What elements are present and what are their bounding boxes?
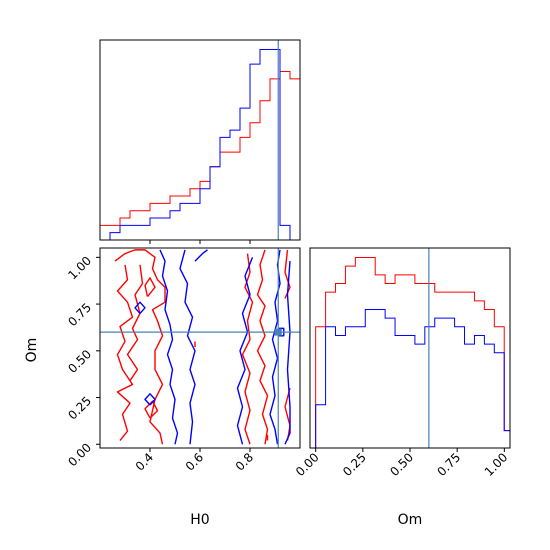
x-axis-label-h0: H0 — [190, 512, 209, 528]
x-axis-label-om: Om — [398, 512, 423, 528]
contour-series-1-path-0 — [159, 249, 179, 445]
contour-series-1-path-6 — [269, 249, 281, 445]
contour-series-0-path-2 — [126, 264, 144, 382]
contour-y-tick-label-1: 0.25 — [65, 394, 94, 423]
hist-Om-content — [315, 248, 510, 448]
contour-y-tick-label-0: 0.00 — [65, 440, 94, 469]
hist-Om-series-1-step — [315, 308, 510, 448]
contour-series-1-path-4 — [144, 393, 156, 406]
contour-series-1-path-2 — [194, 249, 208, 262]
contour-H0-Om-frame — [99, 247, 301, 449]
histogram-panel-om: 0.00 0.25 0.50 0.75 1.00 — [293, 247, 511, 479]
contour-series-0-path-6 — [256, 249, 269, 445]
contour-series-0-path-5 — [241, 253, 254, 445]
contour-H0-Om-content — [100, 248, 300, 448]
y-axis-label-om: Om — [24, 338, 40, 363]
contour-y-tick-label-2: 0.50 — [65, 347, 94, 376]
hist-Om-frame — [309, 247, 511, 449]
contour-H0-Om-x-tick-label-2: 0.8 — [233, 450, 256, 473]
hist-Om-series-0-step — [315, 257, 510, 448]
hist-H0-frame — [99, 39, 301, 241]
hist-H0-content — [100, 40, 300, 240]
contour-panel-h0-om: 0.00 0.25 0.50 0.75 1.00 0.4 0.6 0.8 — [65, 247, 301, 474]
contour-y-tick-label-4: 1.00 — [65, 254, 94, 283]
hist-Om-x-tick-label-3: 0.75 — [434, 450, 463, 479]
hist-Om-x-tick-label-4: 1.00 — [482, 450, 511, 479]
contour-series-1-path-5 — [236, 257, 254, 445]
contour-H0-Om-x-tick-label-1: 0.6 — [183, 450, 206, 473]
contour-y-tick-label-3: 0.75 — [65, 300, 94, 329]
truth-marker — [274, 328, 282, 336]
hist-Om-x-tick-label-1: 0.25 — [340, 450, 369, 479]
contour-series-0-path-4 — [144, 277, 156, 298]
contour-series-0-path-8 — [284, 388, 291, 441]
hist-H0-series-1-step — [100, 49, 300, 240]
hist-Om-x-tick-label-2: 0.50 — [387, 450, 416, 479]
hist-Om-x-tick-label-0: 0.00 — [293, 450, 322, 479]
contour-series-0-path-1 — [116, 264, 134, 441]
contour-H0-Om-x-tick-label-0: 0.4 — [133, 450, 156, 473]
histogram-panel-h0 — [99, 39, 301, 244]
contour-series-1-path-7 — [284, 261, 291, 445]
contour-series-1-path-3 — [134, 301, 146, 314]
contour-series-1-path-1 — [179, 249, 196, 445]
hist-H0-series-0-step — [100, 71, 300, 240]
